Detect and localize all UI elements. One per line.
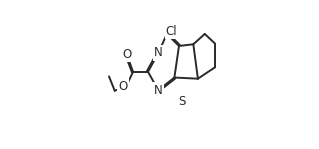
Text: S: S [178, 95, 186, 108]
Text: Cl: Cl [166, 25, 177, 38]
Text: N: N [154, 46, 163, 59]
Text: N: N [154, 84, 163, 97]
Text: O: O [118, 80, 128, 93]
Text: O: O [123, 48, 132, 60]
